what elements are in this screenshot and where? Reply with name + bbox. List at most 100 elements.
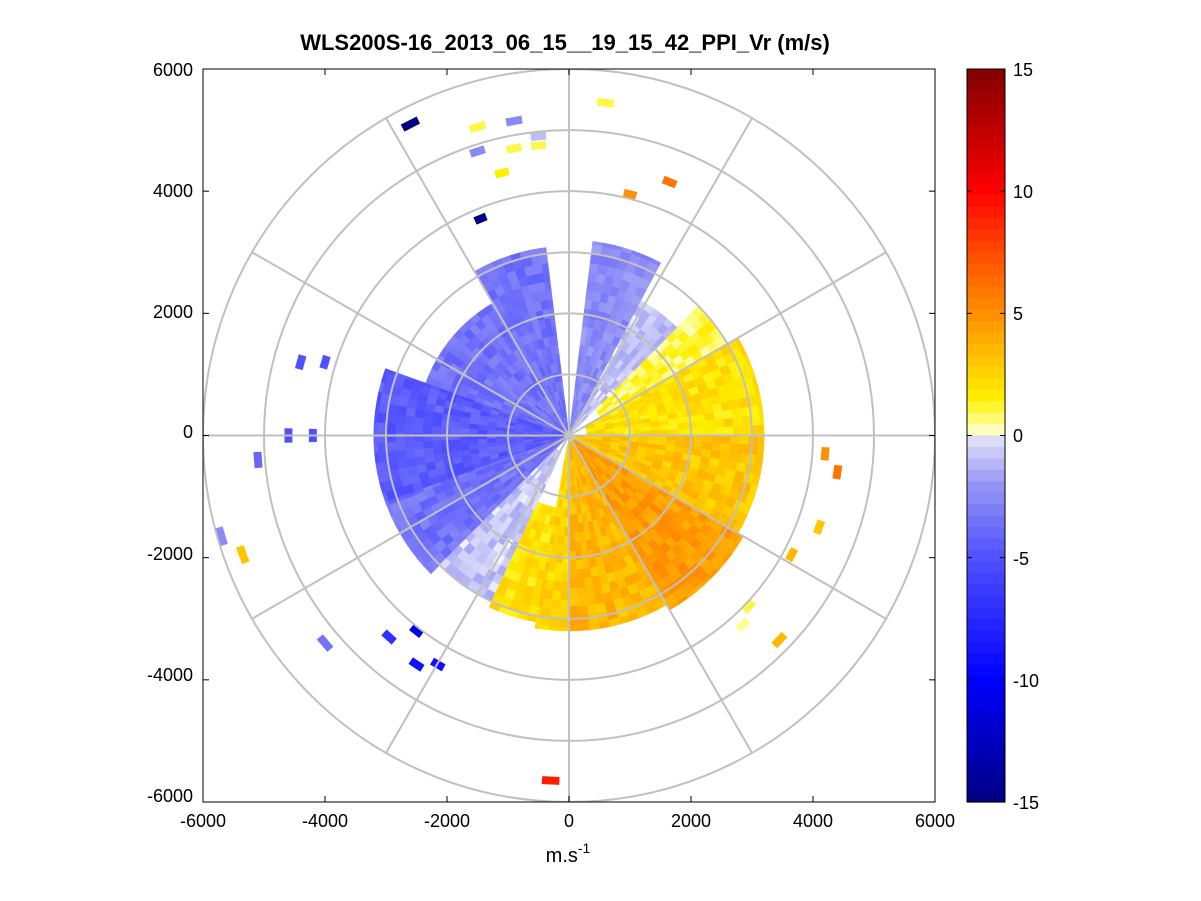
y-tick-label: -2000 [147, 544, 193, 564]
colorbar-tick-marks [967, 68, 1005, 803]
velocity-gate-cell [422, 447, 434, 457]
colorbar-swatch [967, 160, 1005, 173]
colorbar-swatch [967, 550, 1005, 563]
velocity-gate-cell [376, 431, 387, 443]
velocity-gate-cell [705, 419, 716, 429]
velocity-gate-cell [373, 411, 379, 423]
velocity-gate-cell [396, 458, 408, 470]
colorbar-swatch [967, 298, 1005, 311]
colorbar-swatch [967, 137, 1005, 150]
velocity-gate-cell [548, 626, 560, 632]
colorbar-swatch [967, 504, 1005, 517]
velocity-gate-cell [544, 280, 552, 292]
velocity-gate-cell [413, 432, 424, 442]
colorbar-tick-label: 15 [1013, 60, 1033, 80]
colorbar-tick-label: -10 [1013, 671, 1039, 691]
chart-title: WLS200S-16_2013_06_15__19_15_42_PPI_Vr (… [300, 30, 830, 55]
scattered-return-mark [785, 547, 799, 563]
velocity-gate-cell [404, 415, 415, 425]
velocity-gate-cell [403, 423, 415, 434]
colorbar-swatch [967, 561, 1005, 574]
velocity-gate-cell [757, 435, 765, 447]
colorbar-swatch [967, 149, 1005, 162]
velocity-gate-cell [568, 587, 578, 598]
velocity-gate-cell [394, 432, 405, 442]
velocity-gate-cell [431, 425, 442, 434]
colorbar-swatch [967, 595, 1005, 608]
velocity-gate-cell [560, 590, 570, 601]
velocity-gate-cell [568, 624, 580, 632]
x-axis-label-text: m.s [546, 845, 578, 867]
colorbar-swatch [967, 721, 1005, 734]
velocity-gate-cell [686, 421, 698, 430]
colorbar-swatch [967, 744, 1005, 757]
colorbar-swatch [967, 263, 1005, 276]
colorbar-swatch [967, 618, 1005, 631]
velocity-gate-cell [395, 413, 406, 425]
y-tick-label: -6000 [147, 786, 193, 806]
axis-tick-marks [202, 68, 936, 803]
velocity-gate-cell [578, 623, 590, 632]
colorbar-swatch [967, 240, 1005, 253]
colorbar-swatch [967, 252, 1005, 265]
y-tick-label: 6000 [153, 60, 193, 80]
velocity-gate-cell [468, 438, 479, 445]
velocity-gate-cell [722, 409, 734, 420]
scattered-return-mark [541, 776, 560, 785]
colorbar-swatch [967, 69, 1005, 82]
velocity-gate-cell [704, 412, 715, 422]
velocity-gate-cell [449, 438, 460, 447]
scattered-return-mark [408, 657, 425, 672]
velocity-gate-cell [394, 423, 406, 433]
velocity-gate-cell [431, 432, 442, 441]
velocity-gate-cell [550, 599, 561, 610]
velocity-gate-cell [405, 456, 417, 468]
azimuth-spoke [385, 117, 570, 436]
colorbar-swatch [967, 378, 1005, 391]
velocity-gate-cell [732, 416, 743, 428]
colorbar-swatch [967, 194, 1005, 208]
azimuth-spoke [568, 434, 887, 620]
y-tick-label: 2000 [153, 302, 193, 322]
velocity-gate-cell [440, 432, 451, 441]
velocity-gate-cell [755, 454, 764, 467]
colorbar-swatch [967, 332, 1005, 345]
velocity-gate-cell [559, 608, 570, 620]
velocity-gate-cell [677, 422, 689, 431]
scattered-return-mark [473, 212, 488, 225]
velocity-gate-cell [748, 435, 759, 446]
velocity-gate-cell [582, 567, 592, 579]
velocity-gate-cell [738, 444, 750, 455]
colorbar-swatch [967, 733, 1005, 746]
velocity-gate-cell [731, 407, 743, 419]
velocity-gate-cell [504, 437, 515, 442]
velocity-gate-cell [552, 580, 562, 592]
velocity-gate-cell [573, 523, 580, 534]
x-tick-label: 0 [564, 811, 574, 831]
azimuth-spoke [568, 435, 753, 754]
velocity-gate-cell [385, 422, 396, 433]
scattered-return-mark [294, 354, 307, 371]
colorbar-swatch [967, 309, 1005, 322]
velocity-gate-cell [576, 587, 587, 598]
velocity-gate-cell [713, 410, 725, 421]
scattered-return-mark [820, 447, 830, 461]
colorbar-swatch [967, 355, 1005, 368]
colorbar-tick-label: 0 [1013, 426, 1023, 446]
colorbar-swatch [967, 653, 1005, 666]
colorbar-swatch [967, 664, 1005, 677]
x-tick-labels: -6000 -4000 -2000 0 2000 4000 6000 [180, 811, 955, 831]
velocity-gate-cell [422, 424, 433, 434]
colorbar-swatch [967, 172, 1005, 185]
scattered-return-mark [596, 97, 615, 108]
velocity-gate-cell [568, 596, 579, 607]
velocity-gate-cell [714, 426, 725, 436]
velocity-gate-cell [561, 554, 570, 565]
velocity-gate-cell [568, 560, 577, 571]
scattered-return-mark [316, 634, 334, 652]
velocity-gate-cell [403, 432, 414, 442]
velocity-gate-cell [751, 425, 762, 436]
scattered-return-mark [661, 175, 678, 189]
velocity-gate-cell [659, 424, 670, 432]
